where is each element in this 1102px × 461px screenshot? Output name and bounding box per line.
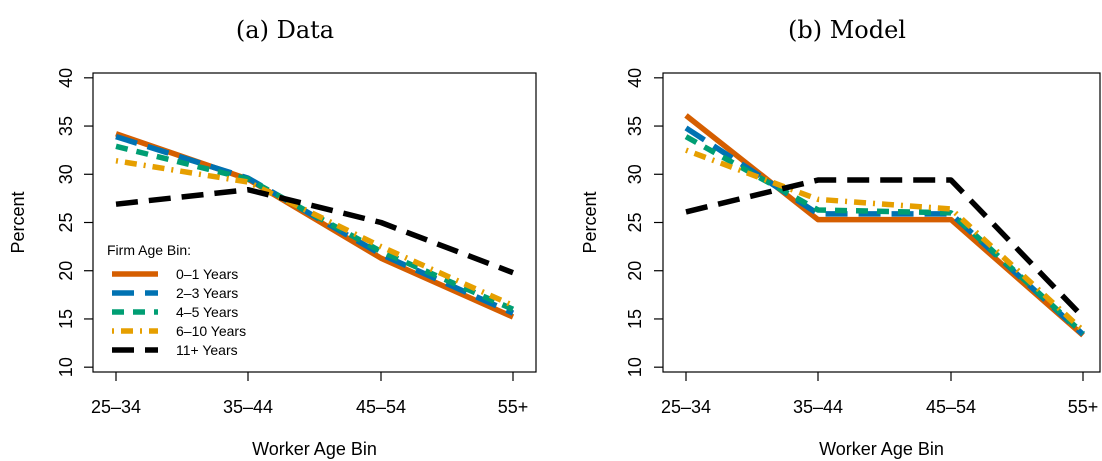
legend-label: 0–1 Years (176, 266, 238, 282)
y-tick-label: 20 (625, 261, 645, 281)
y-tick-label: 25 (625, 212, 645, 232)
y-tick-label: 35 (56, 116, 76, 136)
x-axis-label: Worker Age Bin (252, 439, 377, 459)
x-tick-label: 45–54 (356, 397, 406, 417)
y-tick-label: 10 (56, 357, 76, 377)
y-tick-label: 10 (625, 357, 645, 377)
plot-frame (92, 72, 537, 373)
y-tick-label: 30 (625, 164, 645, 184)
x-axis-label: Worker Age Bin (819, 439, 944, 459)
legend-label: 4–5 Years (176, 304, 238, 320)
y-tick-label: 15 (56, 309, 76, 329)
x-tick-label: 45–54 (926, 397, 976, 417)
chart-title: (b) Model (788, 16, 906, 44)
x-tick-label: 25–34 (661, 397, 711, 417)
legend: Firm Age Bin: 0–1 Years 2–3 Years 4–5 Years… (107, 242, 246, 358)
y-tick-label: 35 (625, 116, 645, 136)
x-tick-label: 35–44 (793, 397, 843, 417)
series-line-4-5-years (684, 134, 1085, 336)
y-tick-label: 30 (56, 164, 76, 184)
series-line-11-years (685, 177, 1085, 319)
plot-frame (662, 72, 1101, 373)
y-tick-label: 20 (56, 261, 76, 281)
y-tick-label: 15 (625, 309, 645, 329)
y-tick-label: 40 (625, 68, 645, 88)
legend-title: Firm Age Bin: (107, 242, 191, 258)
series-line-0-1-years (684, 113, 1085, 338)
legend-label: 2–3 Years (176, 285, 238, 301)
y-axis-label: Percent (8, 191, 28, 253)
y-tick-label: 25 (56, 212, 76, 232)
chart-panel-1: (a) Data 10 15 20 25 30 35 40 25–34 35–44 45–54 55+… (8, 16, 537, 459)
y-tick-label: 40 (56, 68, 76, 88)
x-tick-label: 55+ (498, 397, 529, 417)
x-tick-label: 35–44 (223, 397, 273, 417)
x-tick-label: 55+ (1068, 397, 1099, 417)
y-axis-label: Percent (580, 191, 600, 253)
series-line-6-10-years (685, 147, 1085, 333)
chart-title: (a) Data (236, 16, 334, 44)
legend-label: 11+ Years (176, 342, 238, 358)
x-tick-label: 25–34 (91, 397, 141, 417)
series-line-6-10-years (115, 158, 515, 308)
legend-label: 6–10 Years (176, 323, 246, 339)
chart-panel-2: (b) Model 10 15 20 25 30 35 40 25–34 35–44 45–54 55… (580, 16, 1101, 459)
series-line-11-years (115, 186, 514, 276)
